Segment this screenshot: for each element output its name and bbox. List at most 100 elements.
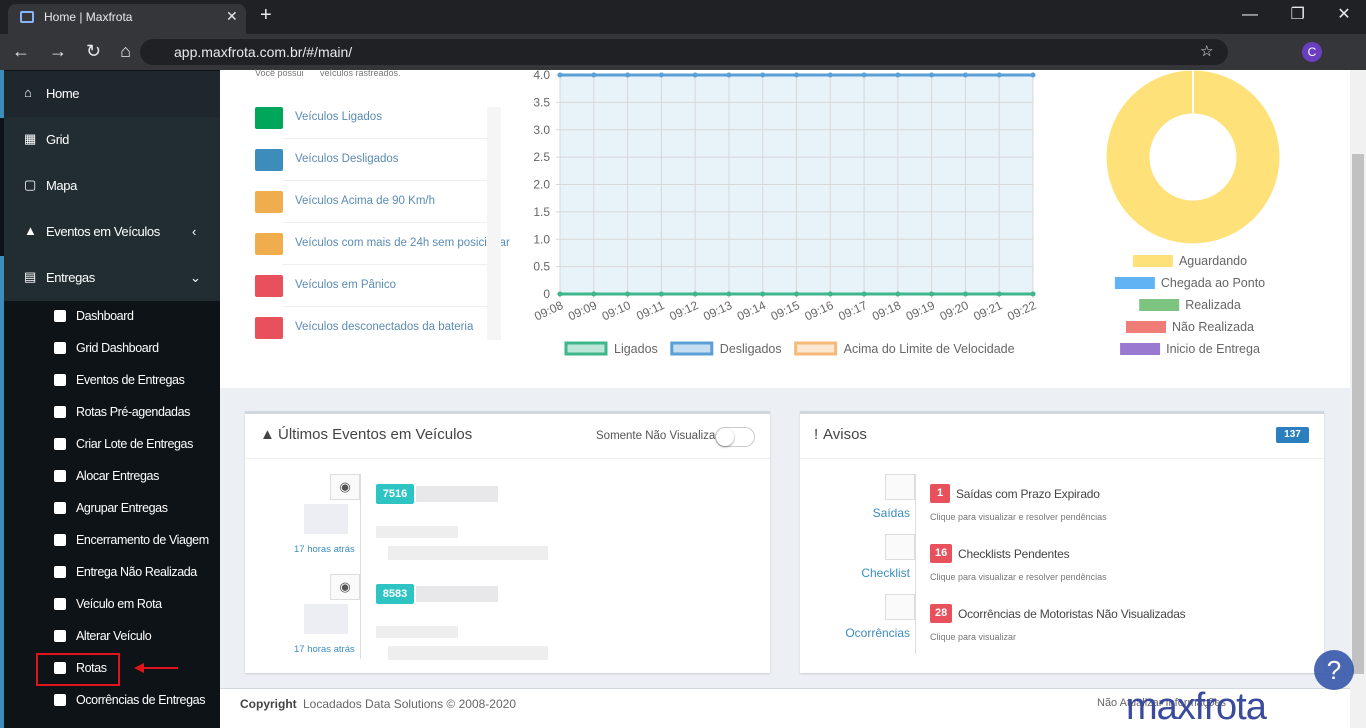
submenu-label[interactable]: Rotas Pré-agendadas bbox=[76, 405, 191, 419]
notice-button-label[interactable]: Ocorrências bbox=[845, 626, 910, 640]
legend-label: Desligados bbox=[720, 342, 782, 356]
event-time[interactable]: 17 horas atrás bbox=[294, 544, 355, 555]
favicon bbox=[20, 11, 34, 23]
x-tick-label: 09:11 bbox=[634, 298, 667, 323]
point bbox=[557, 291, 563, 297]
menu-item[interactable] bbox=[4, 163, 220, 209]
submenu-icon bbox=[54, 566, 66, 578]
submenu-icon bbox=[54, 374, 66, 386]
timeline-line bbox=[360, 474, 361, 659]
submenu-label[interactable]: Agrupar Entregas bbox=[76, 501, 168, 515]
notice-button-label[interactable]: Checklist bbox=[861, 566, 910, 580]
submenu-label[interactable]: Veículo em Rota bbox=[76, 597, 162, 611]
tab-title: Home | Maxfrota bbox=[44, 10, 133, 24]
nav-buttons[interactable]: ← → ↻ ⌂ bbox=[12, 41, 131, 61]
event-time[interactable]: 17 horas atrás bbox=[294, 644, 355, 655]
submenu-icon bbox=[54, 630, 66, 642]
notice-title[interactable]: Ocorrências de Motoristas Não Visualizad… bbox=[958, 607, 1186, 621]
blurred-text bbox=[388, 646, 548, 660]
point bbox=[996, 291, 1002, 297]
status-icon[interactable] bbox=[255, 317, 283, 339]
submenu-label[interactable]: Entrega Não Realizada bbox=[76, 565, 197, 579]
legend-swatch bbox=[564, 341, 608, 356]
status-label[interactable]: Veículos com mais de 24h sem posicionar bbox=[295, 237, 510, 249]
tab[interactable] bbox=[8, 4, 246, 34]
notice-title[interactable]: Checklists Pendentes bbox=[958, 547, 1070, 561]
sidebar-active-strip bbox=[0, 70, 4, 118]
point bbox=[895, 291, 901, 297]
menu-label[interactable]: Home bbox=[46, 86, 80, 101]
menu-icon: ▦ bbox=[24, 131, 37, 146]
point bbox=[726, 72, 732, 78]
submenu-icon bbox=[54, 310, 66, 322]
submenu-label[interactable]: Eventos de Entregas bbox=[76, 373, 185, 387]
bookmark[interactable]: ☆ bbox=[1200, 43, 1214, 60]
notice-button-label[interactable]: Saídas bbox=[872, 506, 910, 520]
submenu-label[interactable]: Grid Dashboard bbox=[76, 341, 159, 355]
status-icon[interactable] bbox=[255, 149, 283, 171]
status-icon[interactable] bbox=[255, 191, 283, 213]
status-label[interactable]: Veículos Acima de 90 Km/h bbox=[295, 195, 435, 207]
blurred-text bbox=[388, 546, 548, 560]
company: Locadados Data Solutions © 2008-2020 bbox=[303, 697, 516, 711]
notice-icon-button[interactable] bbox=[885, 474, 915, 500]
point bbox=[794, 72, 799, 78]
menu-label[interactable]: Entregas bbox=[46, 270, 95, 285]
profile[interactable]: C bbox=[1302, 42, 1322, 62]
window-controls[interactable]: — ❐ ✕ bbox=[1242, 6, 1351, 23]
status-label[interactable]: Veículos em Pânico bbox=[295, 279, 397, 291]
legend-label: Não Realizada bbox=[1172, 320, 1254, 334]
submenu-label[interactable]: Alocar Entregas bbox=[76, 469, 159, 483]
status-label[interactable]: Veículos Ligados bbox=[295, 111, 382, 123]
menu-item[interactable] bbox=[4, 71, 220, 117]
view-button[interactable]: ◉ bbox=[330, 574, 360, 600]
submenu-label[interactable]: Encerramento de Viagem bbox=[76, 533, 209, 547]
notice-icon-button[interactable] bbox=[885, 534, 915, 560]
menu-item[interactable] bbox=[4, 255, 220, 301]
legend-label: Ligados bbox=[614, 342, 658, 356]
submenu-icon bbox=[54, 534, 66, 546]
legend-swatch bbox=[1132, 255, 1173, 267]
status-intro: Você possui bbox=[255, 68, 304, 78]
url[interactable]: app.maxfrota.com.br/#/main/ bbox=[174, 44, 353, 60]
point bbox=[760, 72, 766, 78]
menu-label[interactable]: Grid bbox=[46, 132, 69, 147]
status-label[interactable]: Veículos desconectados da bateria bbox=[295, 321, 474, 333]
address-bar[interactable] bbox=[140, 39, 1228, 65]
menu-label[interactable]: Mapa bbox=[46, 178, 77, 193]
menu-item[interactable] bbox=[4, 117, 220, 163]
status-icon[interactable] bbox=[255, 275, 283, 297]
toggle-knob bbox=[716, 428, 734, 446]
submenu-label[interactable]: Rotas bbox=[76, 661, 107, 675]
submenu-label[interactable]: Dashboard bbox=[76, 309, 134, 323]
panel-title: ! bbox=[814, 426, 819, 443]
legend-swatch bbox=[1139, 299, 1180, 311]
point bbox=[929, 291, 935, 297]
tab-close[interactable]: ✕ bbox=[226, 8, 238, 24]
submenu-icon bbox=[54, 470, 66, 482]
status-icon[interactable] bbox=[255, 233, 283, 255]
y-tick-label: 4.0 bbox=[533, 68, 550, 82]
help-button[interactable]: ? bbox=[1314, 650, 1354, 690]
status-icon[interactable] bbox=[255, 107, 283, 129]
x-tick-label: 09:09 bbox=[566, 298, 599, 324]
new-tab[interactable]: + bbox=[260, 4, 272, 26]
submenu-label[interactable]: Ocorrências de Entregas bbox=[76, 693, 206, 707]
menu-item[interactable] bbox=[4, 209, 220, 255]
notice-icon-button[interactable] bbox=[885, 594, 915, 620]
notice-title[interactable]: Saídas com Prazo Expirado bbox=[956, 487, 1100, 501]
toggle-label: Somente Não Visualizados bbox=[596, 430, 734, 442]
panel-title: Avisos bbox=[823, 426, 867, 443]
panel-title: ▲ bbox=[260, 426, 275, 443]
status-divider bbox=[283, 138, 487, 139]
view-button[interactable]: ◉ bbox=[330, 474, 360, 500]
scroll-thumb[interactable] bbox=[1352, 154, 1364, 674]
menu-label[interactable]: Eventos em Veículos bbox=[46, 224, 160, 239]
point bbox=[996, 72, 1002, 78]
point bbox=[591, 291, 597, 297]
x-tick-label: 09:16 bbox=[802, 298, 835, 324]
status-label[interactable]: Veículos Desligados bbox=[295, 153, 399, 165]
submenu-label[interactable]: Criar Lote de Entregas bbox=[76, 437, 193, 451]
submenu-label[interactable]: Alterar Veículo bbox=[76, 629, 152, 643]
